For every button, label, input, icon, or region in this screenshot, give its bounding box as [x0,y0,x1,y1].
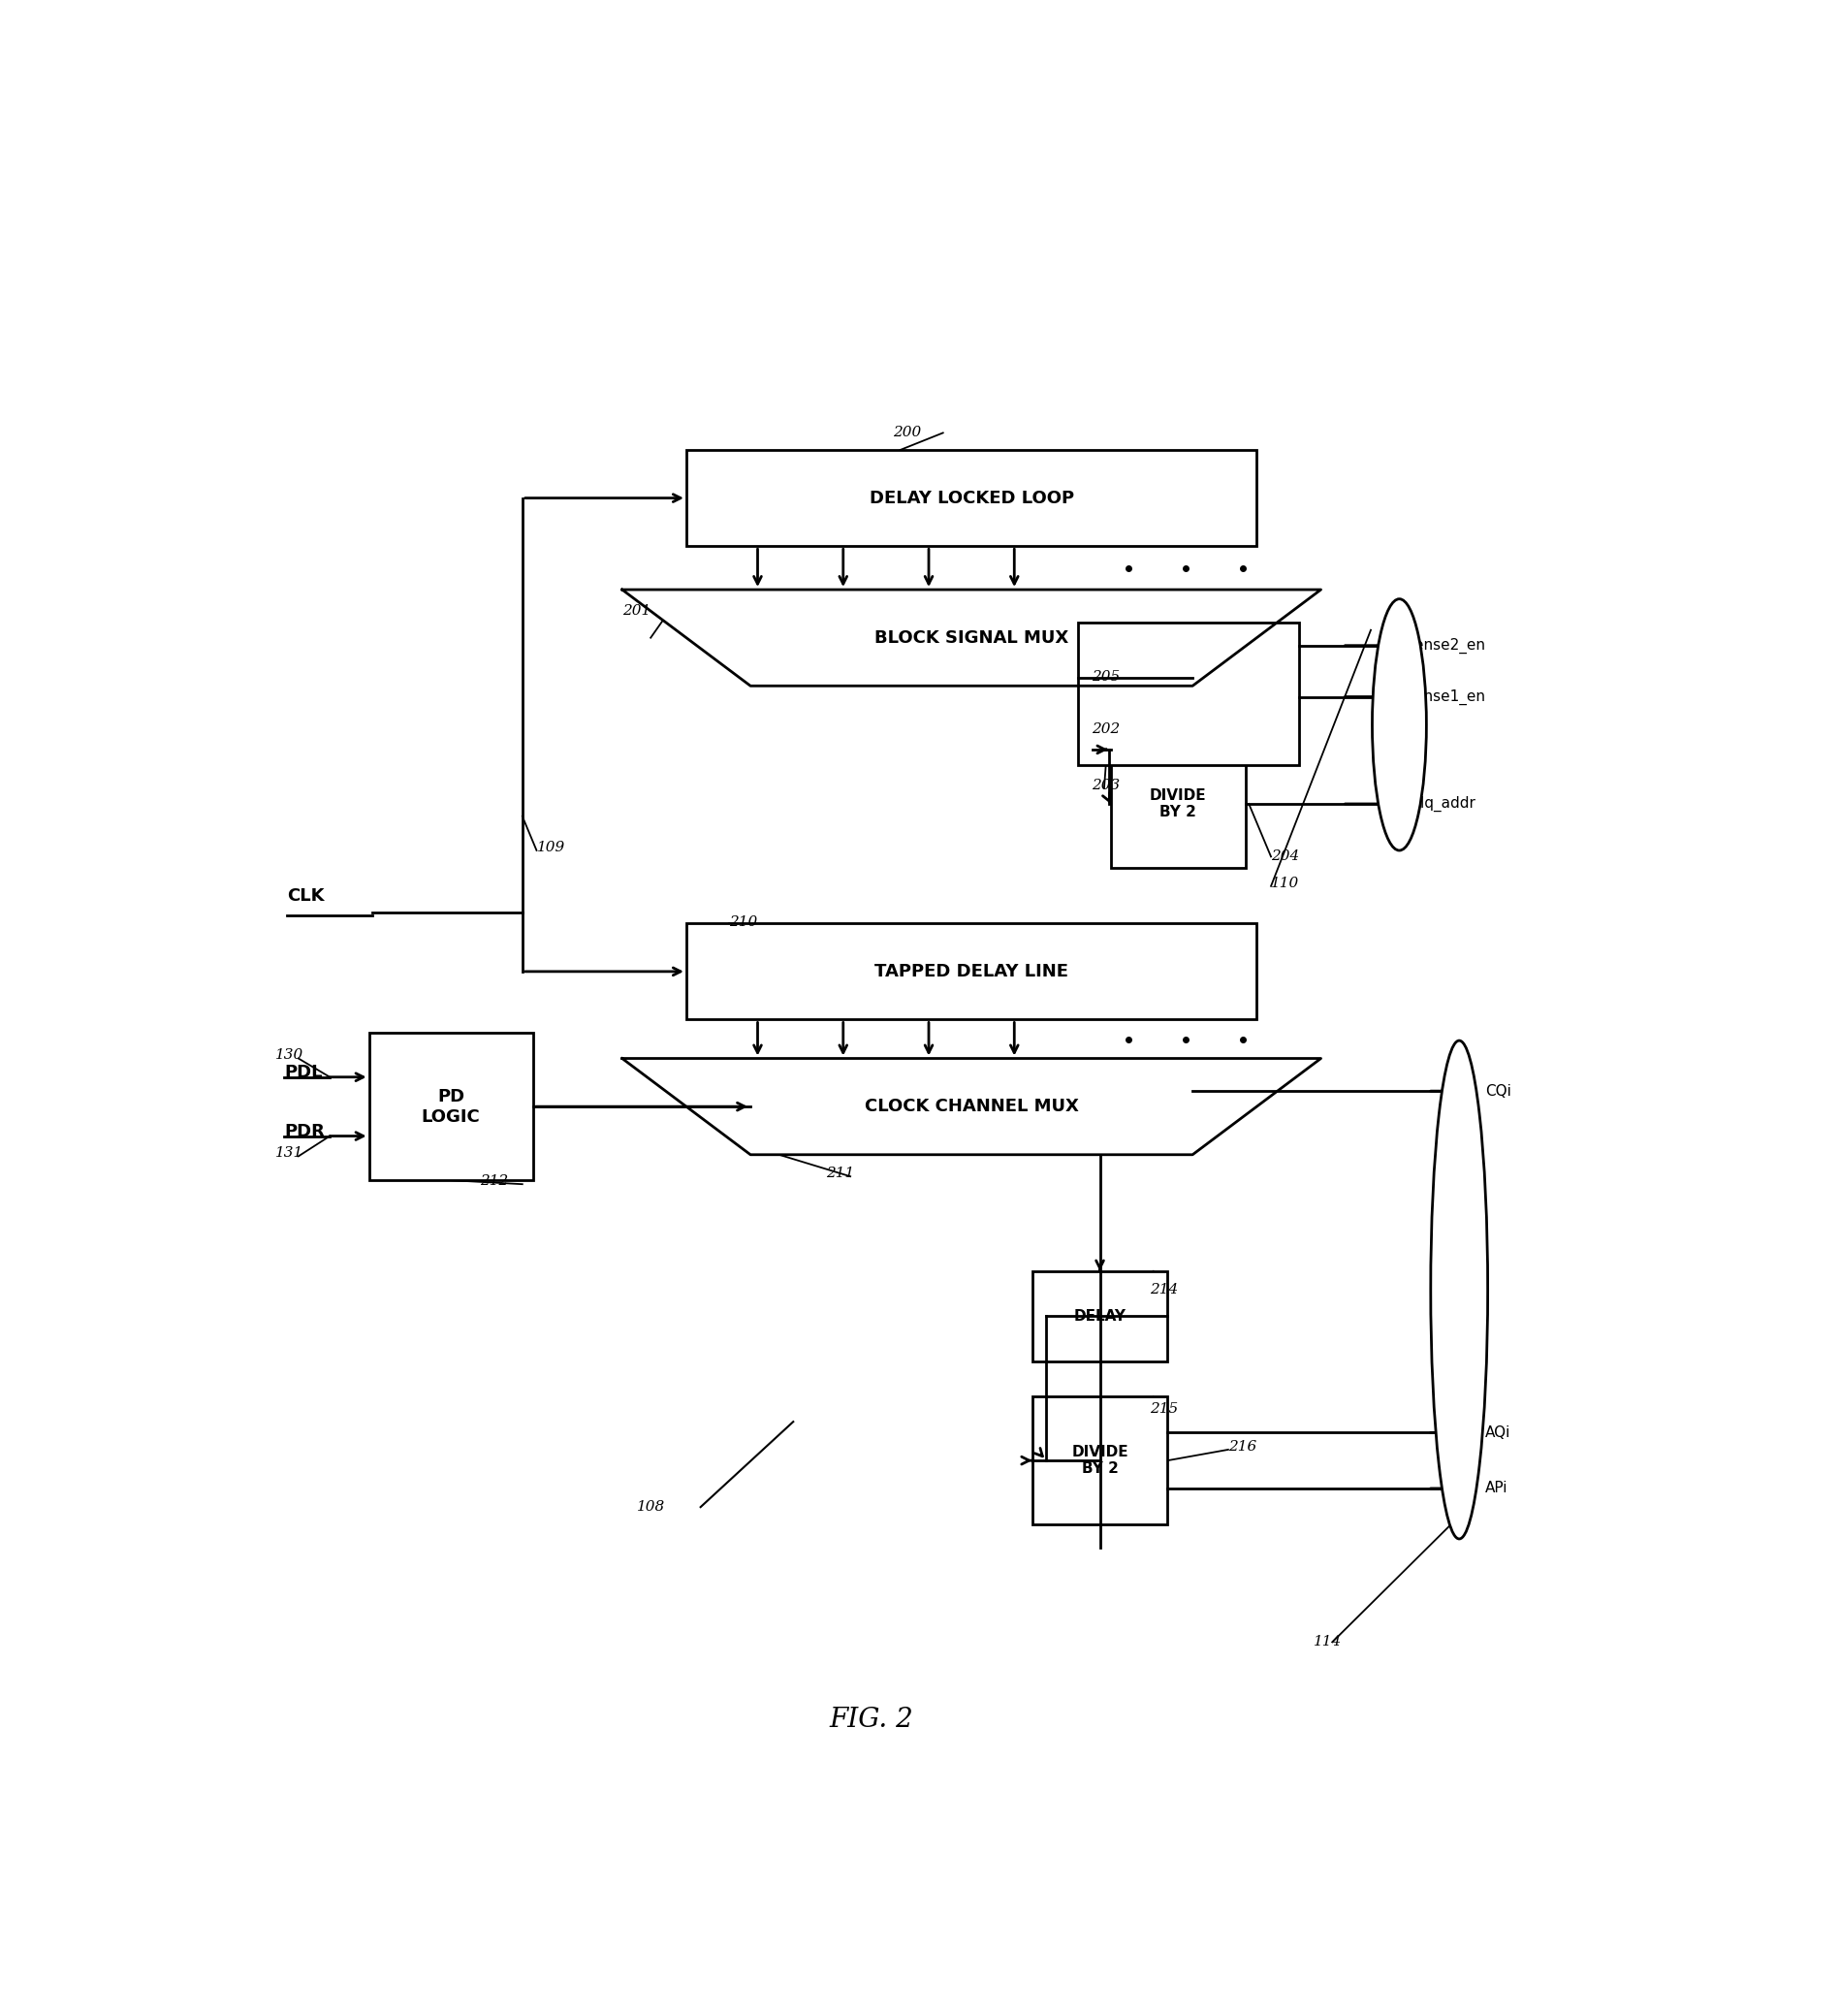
Polygon shape [622,1058,1321,1155]
Text: 202: 202 [1091,722,1121,736]
Text: 215: 215 [1150,1403,1178,1415]
Text: CQi: CQi [1485,1085,1511,1099]
Text: 214: 214 [1150,1282,1178,1296]
Text: 211: 211 [826,1167,854,1179]
Text: 212: 212 [480,1173,508,1187]
Text: BLOCK SIGNAL MUX: BLOCK SIGNAL MUX [874,629,1069,647]
Bar [686,450,1257,546]
Text: APi: APi [1485,1482,1507,1496]
Text: FIG. 2: FIG. 2 [830,1708,914,1734]
Text: TAPPED DELAY LINE: TAPPED DELAY LINE [874,964,1069,980]
Text: 203: 203 [1091,778,1121,792]
Text: CLOCK CHANNEL MUX: CLOCK CHANNEL MUX [865,1099,1078,1115]
Text: DIVIDE
BY 2: DIVIDE BY 2 [1071,1445,1128,1476]
Text: dllq_addr: dllq_addr [1406,796,1476,812]
Text: 210: 210 [729,915,758,929]
Ellipse shape [1373,599,1426,851]
Text: 200: 200 [892,425,922,439]
Text: DELAY LOCKED LOOP: DELAY LOCKED LOOP [868,490,1075,506]
Bar [1111,740,1246,867]
Text: 108: 108 [637,1500,664,1514]
Bar [1032,1272,1168,1361]
Bar [370,1032,534,1179]
Text: DIVIDE
BY 2: DIVIDE BY 2 [1150,788,1207,821]
Bar [686,923,1257,1020]
Text: AQi: AQi [1485,1425,1511,1439]
Text: PD
LOGIC: PD LOGIC [421,1089,480,1125]
Text: CLK: CLK [287,887,324,905]
Bar [1032,1397,1168,1524]
Text: PDL: PDL [283,1064,322,1081]
Text: 110: 110 [1271,877,1299,889]
Ellipse shape [1432,1040,1489,1538]
Text: 205: 205 [1091,669,1121,683]
Text: PDR: PDR [283,1123,326,1141]
Text: 201: 201 [622,605,651,619]
Text: 131: 131 [276,1147,304,1159]
Text: 114: 114 [1314,1635,1341,1649]
Text: DELAY: DELAY [1075,1308,1126,1322]
Polygon shape [622,589,1321,685]
Text: 109: 109 [537,841,565,855]
Bar [1078,623,1299,764]
Text: 130: 130 [276,1048,304,1062]
Text: 204: 204 [1271,851,1299,863]
Text: sense1_en: sense1_en [1406,689,1485,706]
Text: 216: 216 [1229,1439,1257,1454]
Text: sense2_en: sense2_en [1406,637,1485,653]
